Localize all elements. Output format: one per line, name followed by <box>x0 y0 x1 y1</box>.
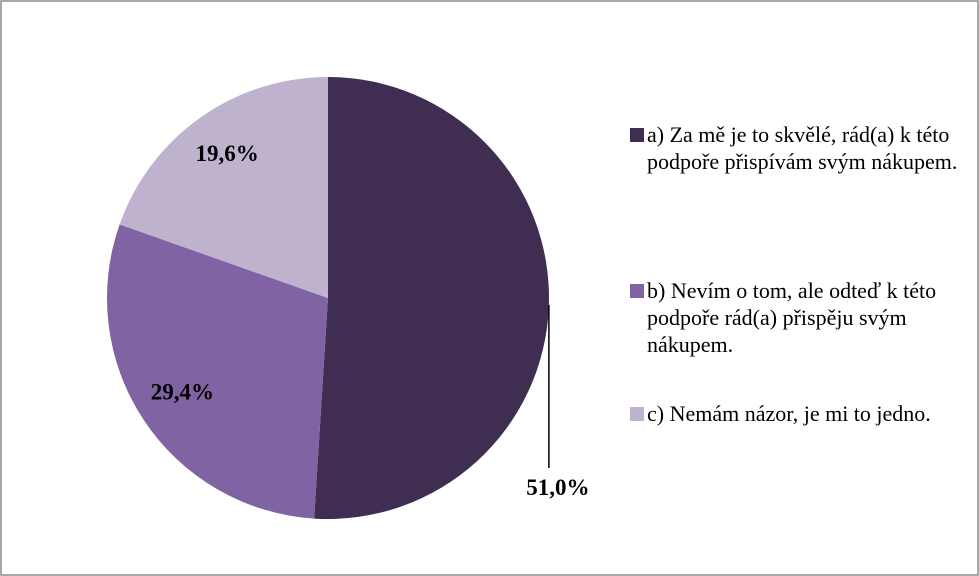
legend-swatch <box>630 407 644 421</box>
legend-label: c) Nemám názor, je mi to jedno. <box>647 401 931 426</box>
legend-entry: a) Za mě je to skvělé, rád(a) k této pod… <box>630 121 975 175</box>
legend-swatch <box>630 284 644 298</box>
legend-entry: c) Nemám názor, je mi to jedno. <box>630 400 975 427</box>
legend-label: a) Za mě je to skvělé, rád(a) k této pod… <box>647 122 958 174</box>
value-label: 29,4% <box>151 380 214 405</box>
pie-slice <box>314 77 549 519</box>
value-label: 51,0% <box>526 475 589 500</box>
pie-slice <box>106 224 328 519</box>
pie-slice <box>119 77 328 298</box>
legend-entry: b) Nevím o tom, ale odteď k této podpoře… <box>630 277 975 358</box>
legend-label: b) Nevím o tom, ale odteď k této podpoře… <box>647 278 937 357</box>
legend-swatch <box>630 128 644 142</box>
value-label: 19,6% <box>196 141 259 166</box>
